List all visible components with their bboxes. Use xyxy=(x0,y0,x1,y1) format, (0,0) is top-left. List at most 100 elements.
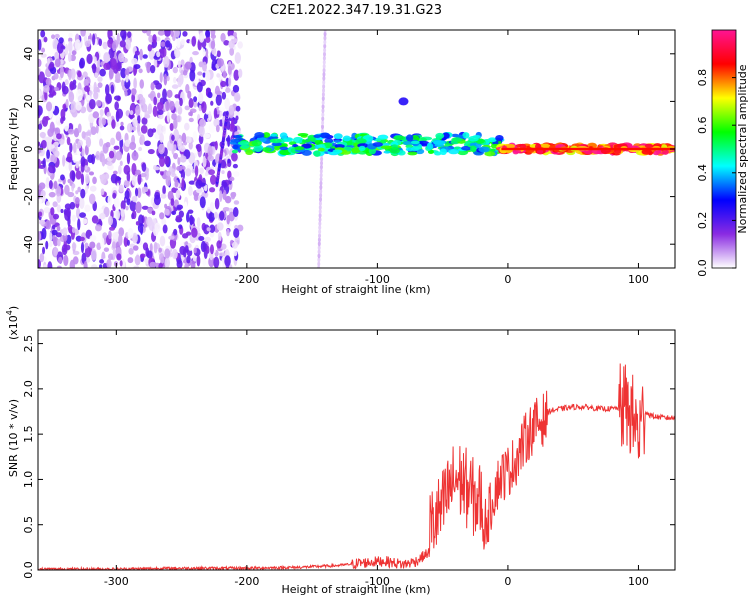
heatmap-cell xyxy=(126,31,132,39)
heatmap-cell xyxy=(113,145,120,150)
heatmap-cell xyxy=(91,264,98,268)
heatmap-cell xyxy=(334,144,345,149)
heatmap-cell xyxy=(235,94,241,101)
heatmap-cell xyxy=(227,65,232,75)
heatmap-cell xyxy=(45,200,50,207)
heatmap-cell xyxy=(120,200,126,211)
heatmap-cell xyxy=(67,52,72,63)
heatmap-cell xyxy=(146,61,151,74)
y-tick-label: 0.5 xyxy=(22,516,35,534)
heatmap-cell xyxy=(201,61,207,72)
heatmap-cell xyxy=(196,188,203,194)
heatmap-cell xyxy=(186,212,190,223)
heatmap-cell xyxy=(127,257,134,264)
heatmap-cell xyxy=(159,166,166,172)
heatmap-cell xyxy=(207,91,213,99)
heatmap-cell xyxy=(170,198,175,206)
heatmap-cell xyxy=(133,265,140,268)
heatmap-cell xyxy=(225,87,231,93)
heatmap-cell xyxy=(164,248,171,259)
y-tick-label: 2.0 xyxy=(22,380,35,398)
heatmap-cell xyxy=(59,58,64,65)
heatmap-cell xyxy=(495,134,504,142)
heatmap-cell xyxy=(51,224,56,230)
heatmap-cell xyxy=(129,110,134,116)
heatmap-cell xyxy=(186,255,191,264)
heatmap-cell xyxy=(129,200,137,212)
y-tick-label: 40 xyxy=(22,47,35,61)
heatmap-cell xyxy=(129,141,137,151)
heatmap-cell xyxy=(86,94,91,101)
heatmap-cell xyxy=(172,66,178,74)
heatmap-cell xyxy=(192,50,199,56)
heatmap-cell xyxy=(134,187,139,197)
heatmap-cell xyxy=(52,91,57,96)
heatmap-cell xyxy=(81,131,86,139)
heatmap-layer xyxy=(38,30,675,268)
heatmap-cell xyxy=(140,124,148,134)
heatmap-cell xyxy=(63,120,70,132)
heatmap-cell xyxy=(121,79,125,87)
heatmap-cell xyxy=(100,188,105,196)
y-tick-label: 0.0 xyxy=(22,561,35,579)
heatmap-cell xyxy=(317,261,321,267)
heatmap-cell xyxy=(135,105,141,116)
heatmap-cell xyxy=(448,148,460,155)
heatmap-cell xyxy=(115,150,123,161)
heatmap-cell xyxy=(232,38,238,44)
heatmap-cell xyxy=(439,148,447,156)
heatmap-cell xyxy=(38,88,41,99)
heatmap-cell xyxy=(233,250,238,257)
heatmap-cell xyxy=(67,128,75,135)
heatmap-cell xyxy=(141,162,147,172)
heatmap-cell xyxy=(321,100,325,106)
heatmap-cell xyxy=(128,247,134,255)
heatmap-cell xyxy=(51,229,58,236)
heatmap-cell xyxy=(46,149,51,160)
heatmap-cell xyxy=(216,73,221,78)
heatmap-cell xyxy=(75,170,82,180)
snr-line-layer xyxy=(38,363,675,570)
heatmap-cell xyxy=(50,154,58,164)
heatmap-cell xyxy=(188,48,193,55)
heatmap-cell xyxy=(99,109,104,117)
heatmap-cell xyxy=(162,125,166,135)
heatmap-cell xyxy=(38,38,42,51)
heatmap-cell xyxy=(96,58,101,70)
heatmap-cell xyxy=(66,136,71,146)
heatmap-cell xyxy=(38,182,46,190)
heatmap-cell xyxy=(126,197,131,206)
heatmap-cell xyxy=(148,221,155,232)
heatmap-cell xyxy=(236,224,244,232)
heatmap-cell xyxy=(240,144,250,149)
heatmap-cell xyxy=(75,161,80,169)
heatmap-cell xyxy=(110,58,117,70)
heatmap-cell xyxy=(139,134,145,146)
heatmap-cell xyxy=(141,205,149,210)
heatmap-cell xyxy=(279,132,288,139)
heatmap-cell xyxy=(115,209,120,220)
heatmap-cell xyxy=(115,131,122,141)
heatmap-cell xyxy=(221,181,228,188)
heatmap-cell xyxy=(208,122,216,134)
heatmap-cell xyxy=(198,104,202,112)
heatmap-cell xyxy=(137,173,142,185)
heatmap-cell xyxy=(238,68,243,78)
heatmap-cell xyxy=(208,169,216,176)
heatmap-cell xyxy=(171,210,177,215)
heatmap-cell xyxy=(101,117,106,126)
heatmap-cell xyxy=(317,249,321,255)
heatmap-cell xyxy=(322,88,326,94)
heatmap-cell xyxy=(323,51,327,57)
heatmap-cell xyxy=(105,93,112,105)
heatmap-cell xyxy=(321,124,325,130)
heatmap-cell xyxy=(224,98,231,110)
heatmap-cell xyxy=(407,151,418,156)
heatmap-cell xyxy=(145,247,150,258)
heatmap-cell xyxy=(194,165,199,177)
heatmap-cell xyxy=(204,171,209,177)
heatmap-cell xyxy=(262,132,271,138)
heatmap-cell xyxy=(160,41,166,47)
y-tick-label: -40 xyxy=(22,235,35,253)
heatmap-cell xyxy=(267,136,279,140)
